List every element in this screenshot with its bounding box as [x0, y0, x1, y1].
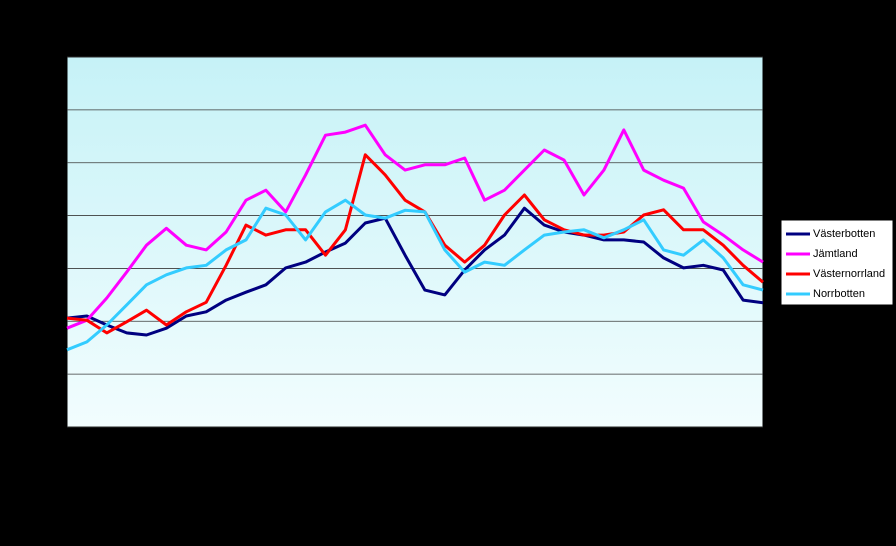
y-tick-label: 6	[53, 104, 59, 116]
y-tick-label: 5	[53, 157, 59, 169]
legend-label: Norrbotten	[813, 288, 865, 300]
legend	[780, 219, 894, 306]
y-tick-label: 1	[53, 368, 59, 380]
legend-label: Västerbotten	[813, 228, 875, 240]
y-tick-label: 0	[53, 421, 59, 433]
series-line	[66, 206, 764, 337]
y-tick-label: 2	[53, 315, 59, 327]
legend-label: Västernorrland	[813, 268, 885, 280]
series-line	[66, 123, 764, 330]
legend-label: Jämtland	[813, 248, 858, 260]
y-tick-label: 7	[53, 51, 59, 63]
y-tick-label: 4	[53, 209, 59, 221]
series-line	[66, 198, 764, 352]
y-tick-label: 3	[53, 262, 59, 274]
series-line	[66, 153, 764, 335]
